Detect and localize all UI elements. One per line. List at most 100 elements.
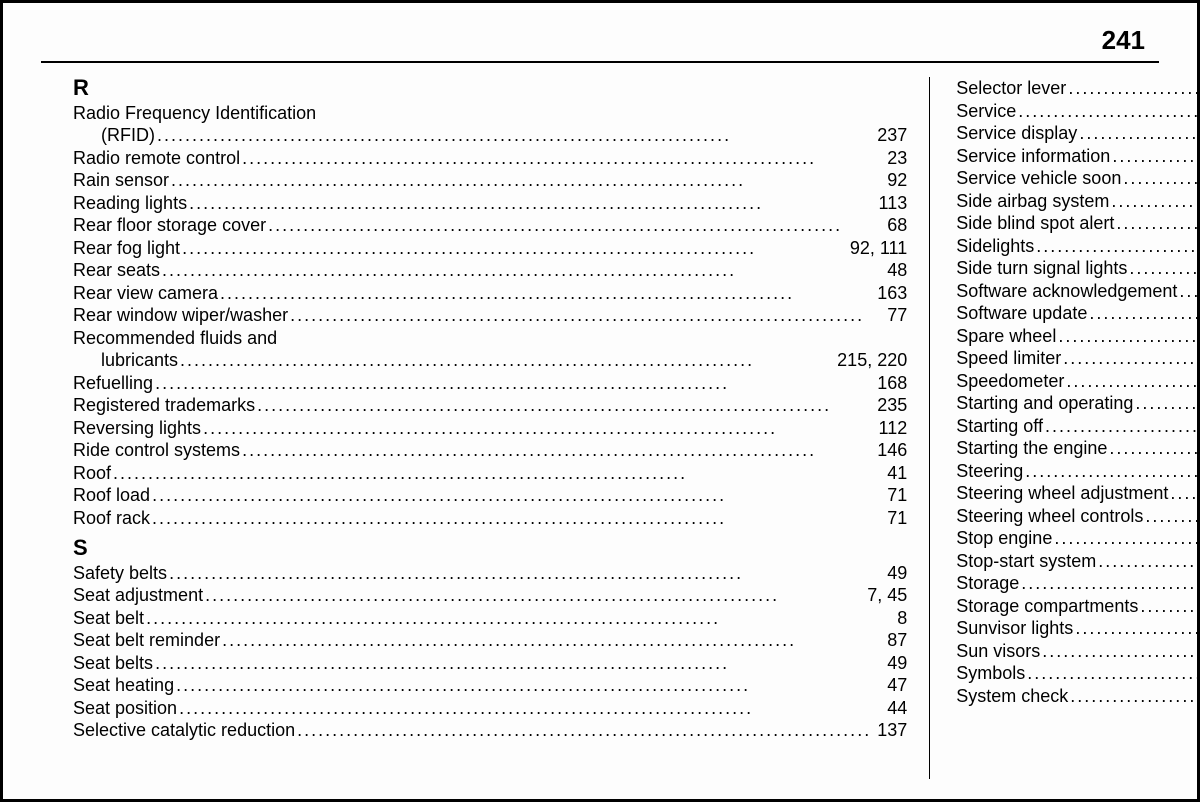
- index-section-letter: S: [73, 537, 907, 560]
- leader-dots: [153, 372, 873, 395]
- index-entry-label: Side airbag system: [956, 190, 1109, 213]
- leader-dots: [1143, 505, 1200, 528]
- index-entry-label: Stop engine: [956, 527, 1052, 550]
- index-entry: Storage compartments64: [956, 595, 1200, 618]
- index-entry: Speed limiter92, 149: [956, 347, 1200, 370]
- index-entry-label: Selective catalytic reduction: [73, 719, 295, 742]
- index-entry-pages: 41: [883, 462, 907, 485]
- index-entry-label: Roof rack: [73, 507, 150, 530]
- index-entry: Rear fog light92, 111: [73, 237, 907, 260]
- index-entry-label: Sun visors: [956, 640, 1040, 663]
- index-entry-label: Storage compartments: [956, 595, 1138, 618]
- index-entry-label: Refuelling: [73, 372, 153, 395]
- index-entry-continuation: (RFID)237: [73, 124, 907, 147]
- leader-dots: [1096, 550, 1200, 573]
- index-entry: Sun visors41: [956, 640, 1200, 663]
- index-entry-pages: 77: [883, 304, 907, 327]
- index-entry-pages: 8: [893, 607, 907, 630]
- leader-dots: [150, 484, 883, 507]
- index-entry: Rear window wiper/washer77: [73, 304, 907, 327]
- index-entry-label: System check: [956, 685, 1068, 708]
- index-entry: Rear view camera 163: [73, 282, 907, 305]
- index-entry-label: Reading lights: [73, 192, 187, 215]
- index-entry-label: Sidelights: [956, 235, 1034, 258]
- index-entry-label: Stop-start system: [956, 550, 1096, 573]
- index-entry-pages: 168: [873, 372, 907, 395]
- leader-dots: [187, 192, 874, 215]
- index-section-letter: R: [73, 77, 907, 100]
- index-entry: Software update235: [956, 302, 1200, 325]
- leader-dots: [1121, 167, 1200, 190]
- leader-dots: [1061, 347, 1200, 370]
- index-entry: Side blind spot alert159: [956, 212, 1200, 235]
- index-entry: Spare wheel206: [956, 325, 1200, 348]
- index-entry-label: Storage: [956, 572, 1019, 595]
- index-entry-pages: 163: [873, 282, 907, 305]
- index-entry-label: Steering: [956, 460, 1023, 483]
- leader-dots: [111, 462, 883, 485]
- leader-dots: [1056, 325, 1200, 348]
- index-entry: Sunvisor lights113: [956, 617, 1200, 640]
- index-entry-pages: 92, 111: [846, 237, 907, 260]
- index-entry-pages: 71: [883, 484, 907, 507]
- leader-dots: [174, 674, 883, 697]
- index-entry-label: Spare wheel: [956, 325, 1056, 348]
- leader-dots: [1077, 122, 1200, 145]
- leader-dots: [255, 394, 873, 417]
- index-entry: Rear floor storage cover68: [73, 214, 907, 237]
- index-entry: Side airbag system55: [956, 190, 1200, 213]
- index-entry-label: Registered trademarks: [73, 394, 255, 417]
- index-entry-label: Speed limiter: [956, 347, 1061, 370]
- index-entry-pages: 87: [883, 629, 907, 652]
- leader-dots: [150, 507, 883, 530]
- index-entry: Steering128: [956, 460, 1200, 483]
- leader-dots: [1138, 595, 1200, 618]
- index-entry: Safety belts 49: [73, 562, 907, 585]
- leader-dots: [1114, 212, 1200, 235]
- leader-dots: [1168, 482, 1200, 505]
- index-entry-pages: 92: [883, 169, 907, 192]
- index-entry: Starting and operating128: [956, 392, 1200, 415]
- index-entry: Recommended fluids and: [73, 327, 907, 350]
- index-entry-pages: 47: [883, 674, 907, 697]
- index-entry-label: Steering wheel controls: [956, 505, 1143, 528]
- leader-dots: [1043, 415, 1200, 438]
- index-entry: Reversing lights112: [73, 417, 907, 440]
- index-entry-label: Starting and operating: [956, 392, 1133, 415]
- index-entry-pages: 49: [883, 652, 907, 675]
- index-entry-pages: 49: [883, 562, 907, 585]
- index-entry: Seat belts49: [73, 652, 907, 675]
- index-entry: Radio Frequency Identification: [73, 102, 907, 125]
- index-entry-label: Rear view camera: [73, 282, 218, 305]
- leader-dots: [240, 439, 873, 462]
- index-entry-label: Selector lever: [956, 77, 1066, 100]
- leader-dots: [1066, 77, 1200, 100]
- index-entry-label: Reversing lights: [73, 417, 201, 440]
- index-entry-label: Recommended fluids and: [73, 327, 277, 350]
- leader-dots: [201, 417, 874, 440]
- index-entry-label: Roof: [73, 462, 111, 485]
- index-entry-pages: 7, 45: [863, 584, 907, 607]
- index-entry-label: Steering wheel adjustment: [956, 482, 1168, 505]
- index-entry: Service display85: [956, 122, 1200, 145]
- index-entry-label: Service information: [956, 145, 1110, 168]
- index-entry-pages: 215, 220: [833, 349, 907, 372]
- index-entry-pages: 71: [883, 507, 907, 530]
- leader-dots: [1073, 617, 1200, 640]
- leader-dots: [1040, 640, 1200, 663]
- index-entry-pages: 113: [875, 192, 908, 215]
- index-entry: Roof rack 71: [73, 507, 907, 530]
- index-entry-label: Roof load: [73, 484, 150, 507]
- index-page: 241 RRadio Frequency Identification(RFID…: [0, 0, 1200, 802]
- leader-dots: [1110, 145, 1200, 168]
- index-entry: Reading lights 113: [73, 192, 907, 215]
- index-entry: Storage64: [956, 572, 1200, 595]
- leader-dots: [167, 562, 883, 585]
- index-entry-label: Safety belts: [73, 562, 167, 585]
- index-entry-label: Symbols: [956, 662, 1025, 685]
- index-entry: System check89: [956, 685, 1200, 708]
- index-entry-label: Rear seats: [73, 259, 160, 282]
- index-entry: Side turn signal lights189: [956, 257, 1200, 280]
- index-entry-pages: 235: [873, 394, 907, 417]
- index-entry: Stop engine88: [956, 527, 1200, 550]
